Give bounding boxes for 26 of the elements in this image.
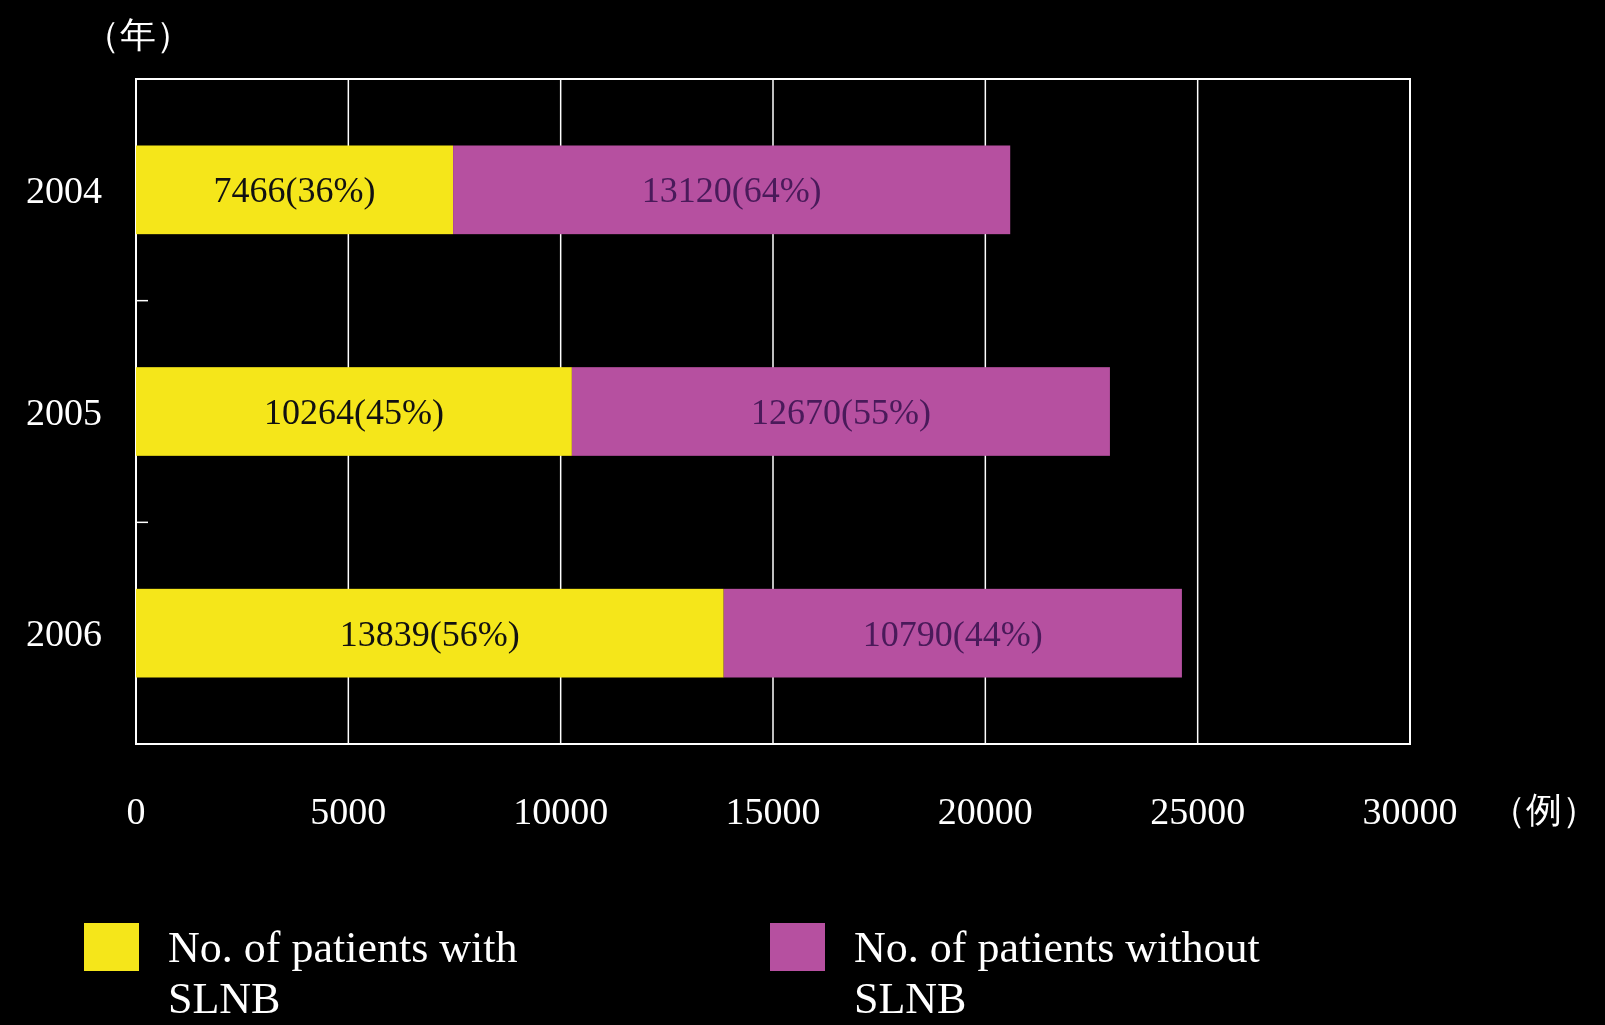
- x-tick-label: 30000: [1362, 790, 1458, 833]
- legend-label: No. of patients without SLNB: [854, 923, 1260, 1023]
- x-tick-label: 10000: [513, 790, 609, 833]
- bar: [136, 145, 454, 235]
- data-label: 13120(64%): [641, 170, 822, 211]
- x-tick-label: 25000: [1150, 790, 1246, 833]
- data-label: 13839(56%): [339, 613, 520, 654]
- bar: [571, 367, 1110, 456]
- data-label: 10790(44%): [862, 613, 1043, 654]
- y-tick-label: 2005: [26, 390, 102, 433]
- data-label: 10264(45%): [263, 392, 444, 433]
- data-label: 7466(36%): [213, 170, 376, 211]
- x-axis-title: （例）: [1490, 789, 1598, 830]
- data-label: 12670(55%): [750, 392, 931, 433]
- bar: [453, 145, 1011, 235]
- x-tick-label: 5000: [310, 790, 387, 833]
- x-tick-label: 20000: [937, 790, 1033, 833]
- bar: [723, 588, 1182, 678]
- x-tick-label: 15000: [725, 790, 821, 833]
- legend-label: No. of patients with SLNB: [168, 923, 518, 1023]
- y-tick-label: 2006: [26, 612, 102, 655]
- y-axis-title: （年）: [84, 14, 192, 55]
- bar: [136, 367, 572, 456]
- y-tick-label: 2004: [26, 169, 102, 212]
- bar: [136, 588, 724, 678]
- x-tick-label: 0: [126, 790, 146, 833]
